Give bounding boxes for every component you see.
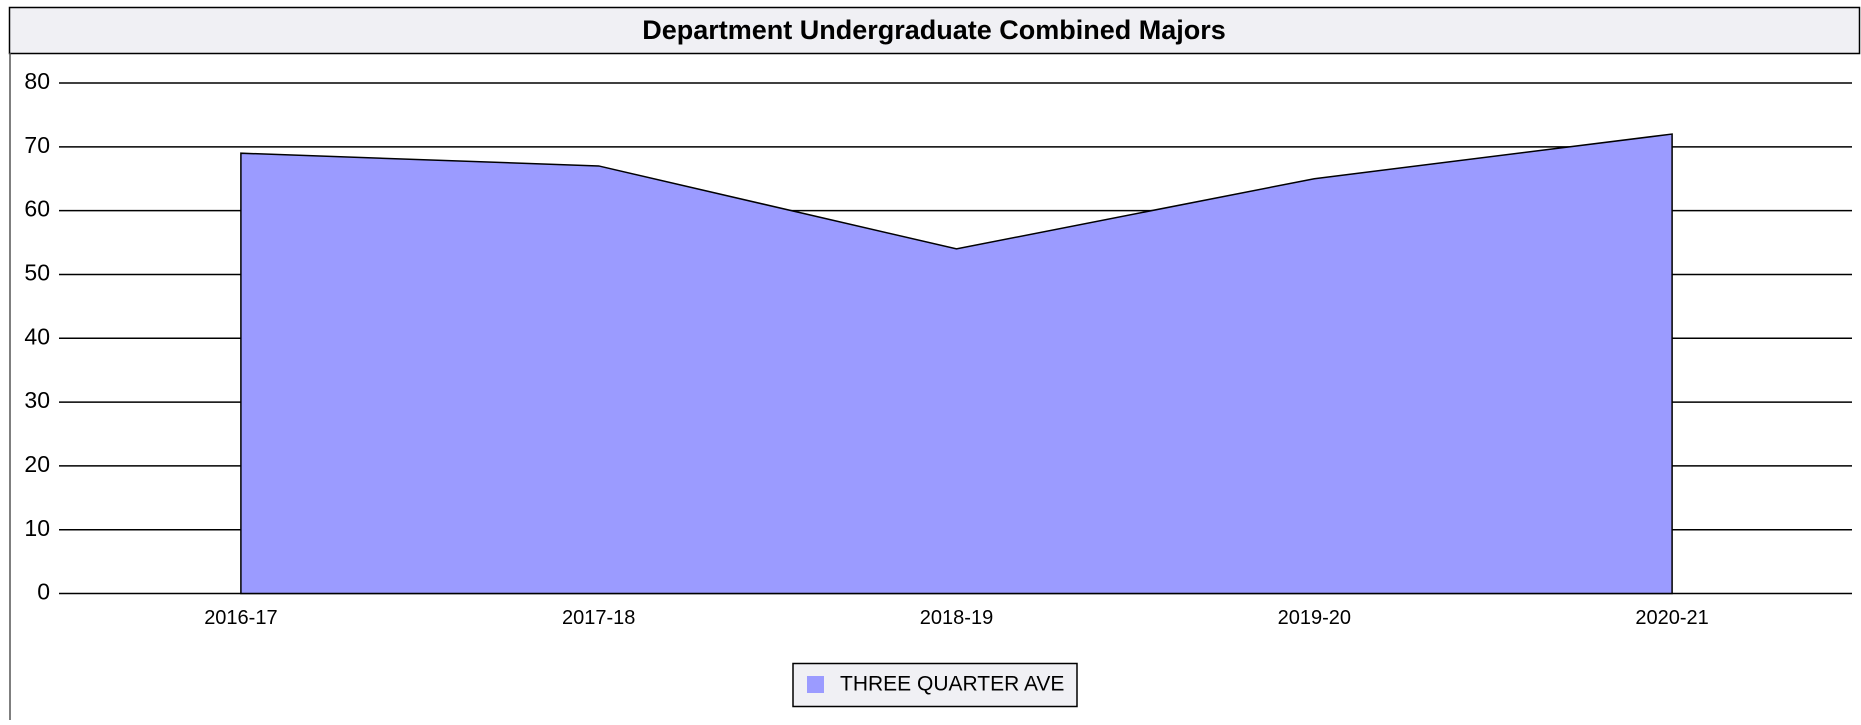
y-tick-label: 10	[24, 515, 50, 541]
y-tick-label: 30	[24, 387, 50, 413]
x-tick-label: 2018-19	[920, 607, 993, 629]
legend: THREE QUARTER AVE	[792, 662, 1078, 708]
x-tick-label: 2017-18	[562, 607, 635, 629]
y-tick-label: 60	[24, 196, 50, 222]
y-tick-label: 40	[24, 323, 50, 349]
title-bar	[8, 6, 1861, 55]
x-tick-label: 2016-17	[204, 607, 277, 629]
y-tick-label: 0	[37, 579, 50, 605]
y-tick-label: 80	[24, 68, 50, 94]
x-tick-label: 2020-21	[1635, 607, 1708, 629]
x-tick-label: 2019-20	[1278, 607, 1351, 629]
legend-box	[792, 662, 1078, 708]
area	[240, 133, 1673, 595]
y-tick-label: 20	[24, 451, 50, 477]
legend-swatch	[807, 676, 824, 693]
y-tick-label: 50	[24, 260, 50, 286]
legend-label: THREE QUARTER AVE	[840, 673, 1064, 696]
y-tick-label: 70	[24, 132, 50, 158]
chart-title: Department Undergraduate Combined Majors	[642, 15, 1226, 45]
